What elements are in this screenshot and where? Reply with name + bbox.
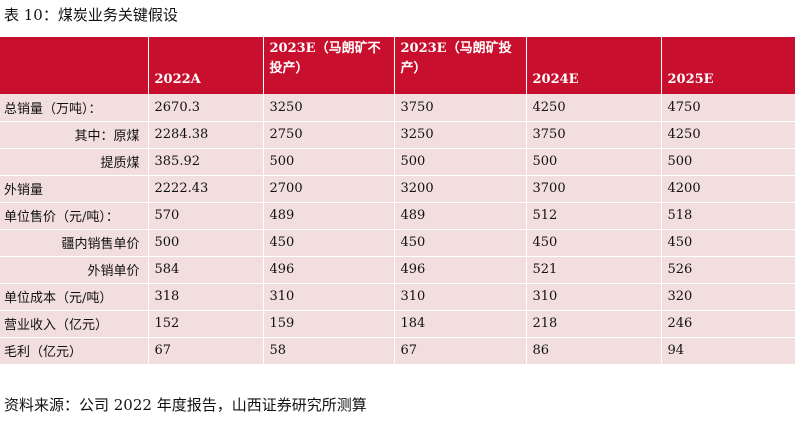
table-cell: 2700 <box>263 175 395 203</box>
table-cell: 159 <box>263 310 395 338</box>
row-label: 营业收入（亿元） <box>0 310 149 338</box>
header-row: 2022A 2023E（马朗矿不投产） 2023E（马朗矿投产） 2024E 2… <box>0 37 795 94</box>
row-label: 总销量（万吨）： <box>0 94 149 122</box>
table-cell: 3250 <box>263 94 395 122</box>
table-cell: 246 <box>661 310 795 338</box>
table-cell: 526 <box>661 256 795 284</box>
table-cell: 570 <box>148 202 264 230</box>
table-cell: 58 <box>263 337 395 365</box>
table-row: 单位成本（元/吨） 318 310 310 310 320 <box>0 283 795 311</box>
table-cell: 500 <box>148 229 264 257</box>
row-label: 外销单价 <box>0 256 149 284</box>
row-label: 毛利（亿元） <box>0 337 149 365</box>
table-cell: 450 <box>263 229 395 257</box>
table-cell: 3200 <box>394 175 527 203</box>
header-cell: 2024E <box>526 37 662 94</box>
table-cell: 2284.38 <box>148 121 264 149</box>
table-cell: 152 <box>148 310 264 338</box>
table-cell: 450 <box>394 229 527 257</box>
table-cell: 489 <box>263 202 395 230</box>
table-cell: 320 <box>661 283 795 311</box>
table-cell: 86 <box>526 337 662 365</box>
table-cell: 512 <box>526 202 662 230</box>
table-cell: 500 <box>394 148 527 176</box>
source-note: 资料来源：公司 2022 年度报告，山西证券研究所测算 <box>4 396 367 414</box>
table-cell: 2222.43 <box>148 175 264 203</box>
header-cell: 2023E（马朗矿不投产） <box>263 37 395 94</box>
table-cell: 94 <box>661 337 795 365</box>
table-cell: 310 <box>526 283 662 311</box>
table-cell: 500 <box>661 148 795 176</box>
header-cell <box>0 37 149 94</box>
header-cell: 2022A <box>148 37 264 94</box>
table-cell: 4250 <box>661 121 795 149</box>
table-cell: 4200 <box>661 175 795 203</box>
coal-assumptions-table: 2022A 2023E（马朗矿不投产） 2023E（马朗矿投产） 2024E 2… <box>0 37 795 365</box>
table-cell: 184 <box>394 310 527 338</box>
table-cell: 489 <box>394 202 527 230</box>
table-cell: 67 <box>148 337 264 365</box>
table-cell: 3750 <box>526 121 662 149</box>
table-cell: 310 <box>394 283 527 311</box>
table-row: 总销量（万吨）： 2670.3 3250 3750 4250 4750 <box>0 94 795 122</box>
table-cell: 3750 <box>394 94 527 122</box>
table-cell: 67 <box>394 337 527 365</box>
table-row: 提质煤 385.92 500 500 500 500 <box>0 148 795 176</box>
row-label: 提质煤 <box>0 148 149 176</box>
row-label: 其中：原煤 <box>0 121 149 149</box>
table-row: 单位售价（元/吨）： 570 489 489 512 518 <box>0 202 795 230</box>
table-row: 毛利（亿元） 67 58 67 86 94 <box>0 337 795 365</box>
table-cell: 496 <box>394 256 527 284</box>
header-cell: 2023E（马朗矿投产） <box>394 37 527 94</box>
table-row: 外销量 2222.43 2700 3200 3700 4200 <box>0 175 795 203</box>
table-cell: 450 <box>526 229 662 257</box>
table-row: 营业收入（亿元） 152 159 184 218 246 <box>0 310 795 338</box>
table-row: 外销单价 584 496 496 521 526 <box>0 256 795 284</box>
table-cell: 310 <box>263 283 395 311</box>
table-cell: 518 <box>661 202 795 230</box>
table-cell: 584 <box>148 256 264 284</box>
row-label: 单位售价（元/吨）： <box>0 202 149 230</box>
table-cell: 3250 <box>394 121 527 149</box>
row-label: 单位成本（元/吨） <box>0 283 149 311</box>
table-cell: 4750 <box>661 94 795 122</box>
table-cell: 4250 <box>526 94 662 122</box>
row-label: 疆内销售单价 <box>0 229 149 257</box>
table-row: 其中：原煤 2284.38 2750 3250 3750 4250 <box>0 121 795 149</box>
table-cell: 385.92 <box>148 148 264 176</box>
table-cell: 521 <box>526 256 662 284</box>
header-cell: 2025E <box>661 37 795 94</box>
table-cell: 496 <box>263 256 395 284</box>
table-cell: 500 <box>263 148 395 176</box>
table-cell: 2670.3 <box>148 94 264 122</box>
table-cell: 2750 <box>263 121 395 149</box>
table-cell: 450 <box>661 229 795 257</box>
table-title: 表 10：煤炭业务关键假设 <box>4 6 178 24</box>
row-label: 外销量 <box>0 175 149 203</box>
table-cell: 318 <box>148 283 264 311</box>
table-cell: 218 <box>526 310 662 338</box>
table-row: 疆内销售单价 500 450 450 450 450 <box>0 229 795 257</box>
table-cell: 500 <box>526 148 662 176</box>
table-cell: 3700 <box>526 175 662 203</box>
